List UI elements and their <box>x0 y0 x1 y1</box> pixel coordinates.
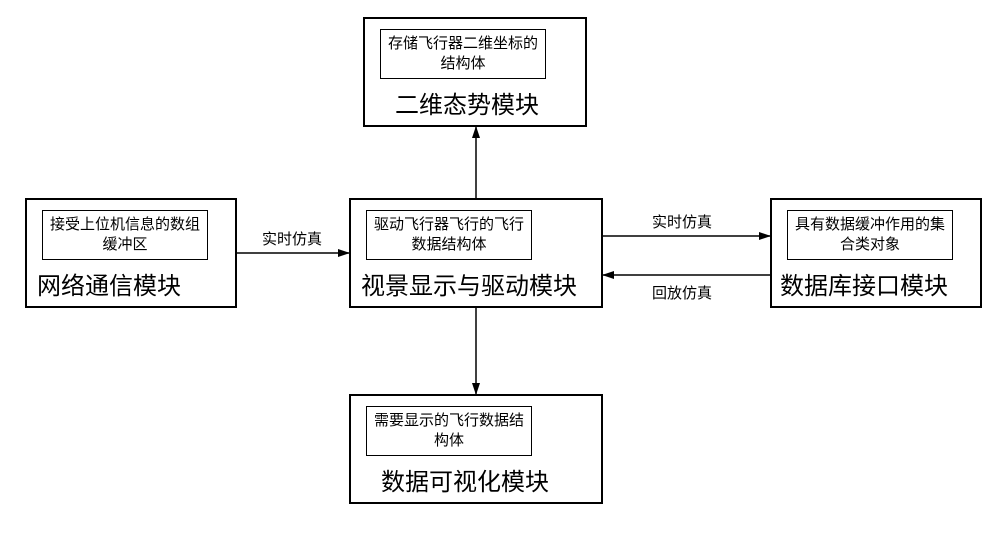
edge-label-left-center: 实时仿真 <box>262 228 322 249</box>
module-view-display-drive-inner-text: 驱动飞行器飞行的飞行数据结构体 <box>371 215 527 256</box>
diagram-canvas: 存储飞行器二维坐标的结构体 二维态势模块 接受上位机信息的数组缓冲区 网络通信模… <box>0 0 1000 541</box>
module-2d-situation: 存储飞行器二维坐标的结构体 二维态势模块 <box>363 17 587 127</box>
module-2d-situation-inner-text: 存储飞行器二维坐标的结构体 <box>385 34 541 75</box>
module-view-display-drive-inner: 驱动飞行器飞行的飞行数据结构体 <box>366 210 532 260</box>
module-network-comm-inner: 接受上位机信息的数组缓冲区 <box>42 210 208 260</box>
module-data-visualization: 需要显示的飞行数据结构体 数据可视化模块 <box>349 394 603 504</box>
module-network-comm-title: 网络通信模块 <box>37 275 181 299</box>
module-network-comm-inner-text: 接受上位机信息的数组缓冲区 <box>47 215 203 256</box>
module-view-display-drive-title: 视景显示与驱动模块 <box>361 275 577 299</box>
module-data-visualization-title: 数据可视化模块 <box>381 471 549 495</box>
module-network-comm: 接受上位机信息的数组缓冲区 网络通信模块 <box>25 198 237 308</box>
module-db-interface-inner-text: 具有数据缓冲作用的集合类对象 <box>792 215 948 256</box>
module-2d-situation-inner: 存储飞行器二维坐标的结构体 <box>380 29 546 79</box>
edge-label-right-center-bottom: 回放仿真 <box>652 282 712 303</box>
module-db-interface-inner: 具有数据缓冲作用的集合类对象 <box>787 210 953 260</box>
edge-label-center-right-top: 实时仿真 <box>652 211 712 232</box>
module-db-interface-title: 数据库接口模块 <box>780 275 948 299</box>
module-data-visualization-inner-text: 需要显示的飞行数据结构体 <box>371 411 527 452</box>
module-view-display-drive: 驱动飞行器飞行的飞行数据结构体 视景显示与驱动模块 <box>349 198 603 308</box>
module-db-interface: 具有数据缓冲作用的集合类对象 数据库接口模块 <box>770 198 982 308</box>
module-data-visualization-inner: 需要显示的飞行数据结构体 <box>366 406 532 456</box>
module-2d-situation-title: 二维态势模块 <box>395 94 539 118</box>
